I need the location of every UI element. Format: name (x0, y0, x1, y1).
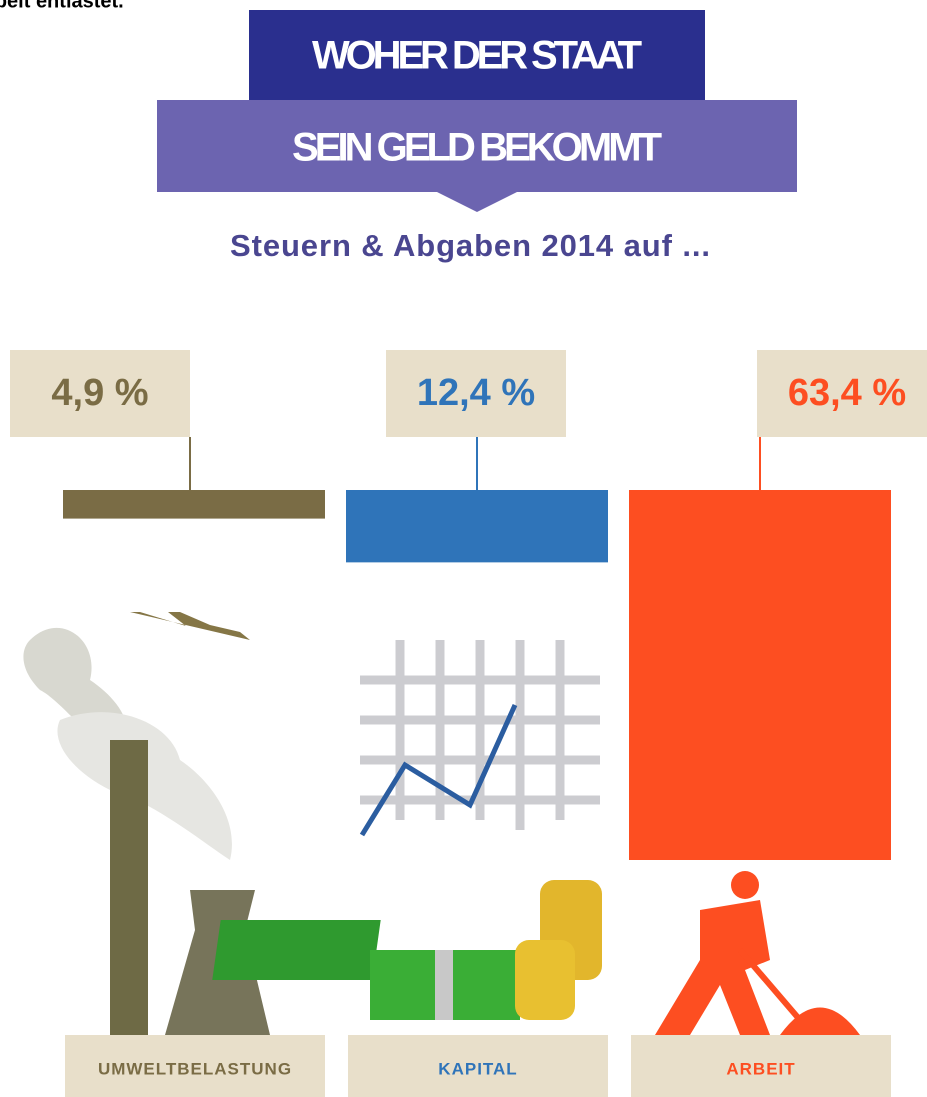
category-label: ARBEIT (726, 1059, 795, 1078)
category-box (631, 1035, 891, 1097)
caption: r Arbeit entlastet. (0, 0, 124, 12)
money-icon (212, 880, 602, 1020)
bar (63, 490, 325, 519)
title-line: WOHER DER STAAT (312, 34, 642, 78)
subtitle: Steuern & Abgaben 2014 auf ... (230, 228, 710, 263)
bar (629, 490, 891, 860)
title-box-2 (157, 100, 797, 192)
category-box (348, 1035, 608, 1097)
title-pointer (437, 192, 517, 212)
category-label: UMWELTBELASTUNG (98, 1059, 292, 1078)
worker-icon (655, 871, 860, 1035)
value-box (757, 350, 927, 437)
category-label: KAPITAL (438, 1059, 517, 1078)
title-box-1 (249, 10, 705, 100)
value-label: 12,4 % (417, 372, 535, 414)
stock-chart-icon (359, 640, 600, 837)
value-label: 4,9 % (51, 372, 148, 414)
title-line: SEIN GELD BEKOMMT (292, 126, 662, 170)
value-box (386, 350, 566, 437)
bar (346, 490, 608, 563)
value-box (10, 350, 190, 437)
value-label: 63,4 % (788, 372, 906, 414)
category-box (65, 1035, 325, 1097)
